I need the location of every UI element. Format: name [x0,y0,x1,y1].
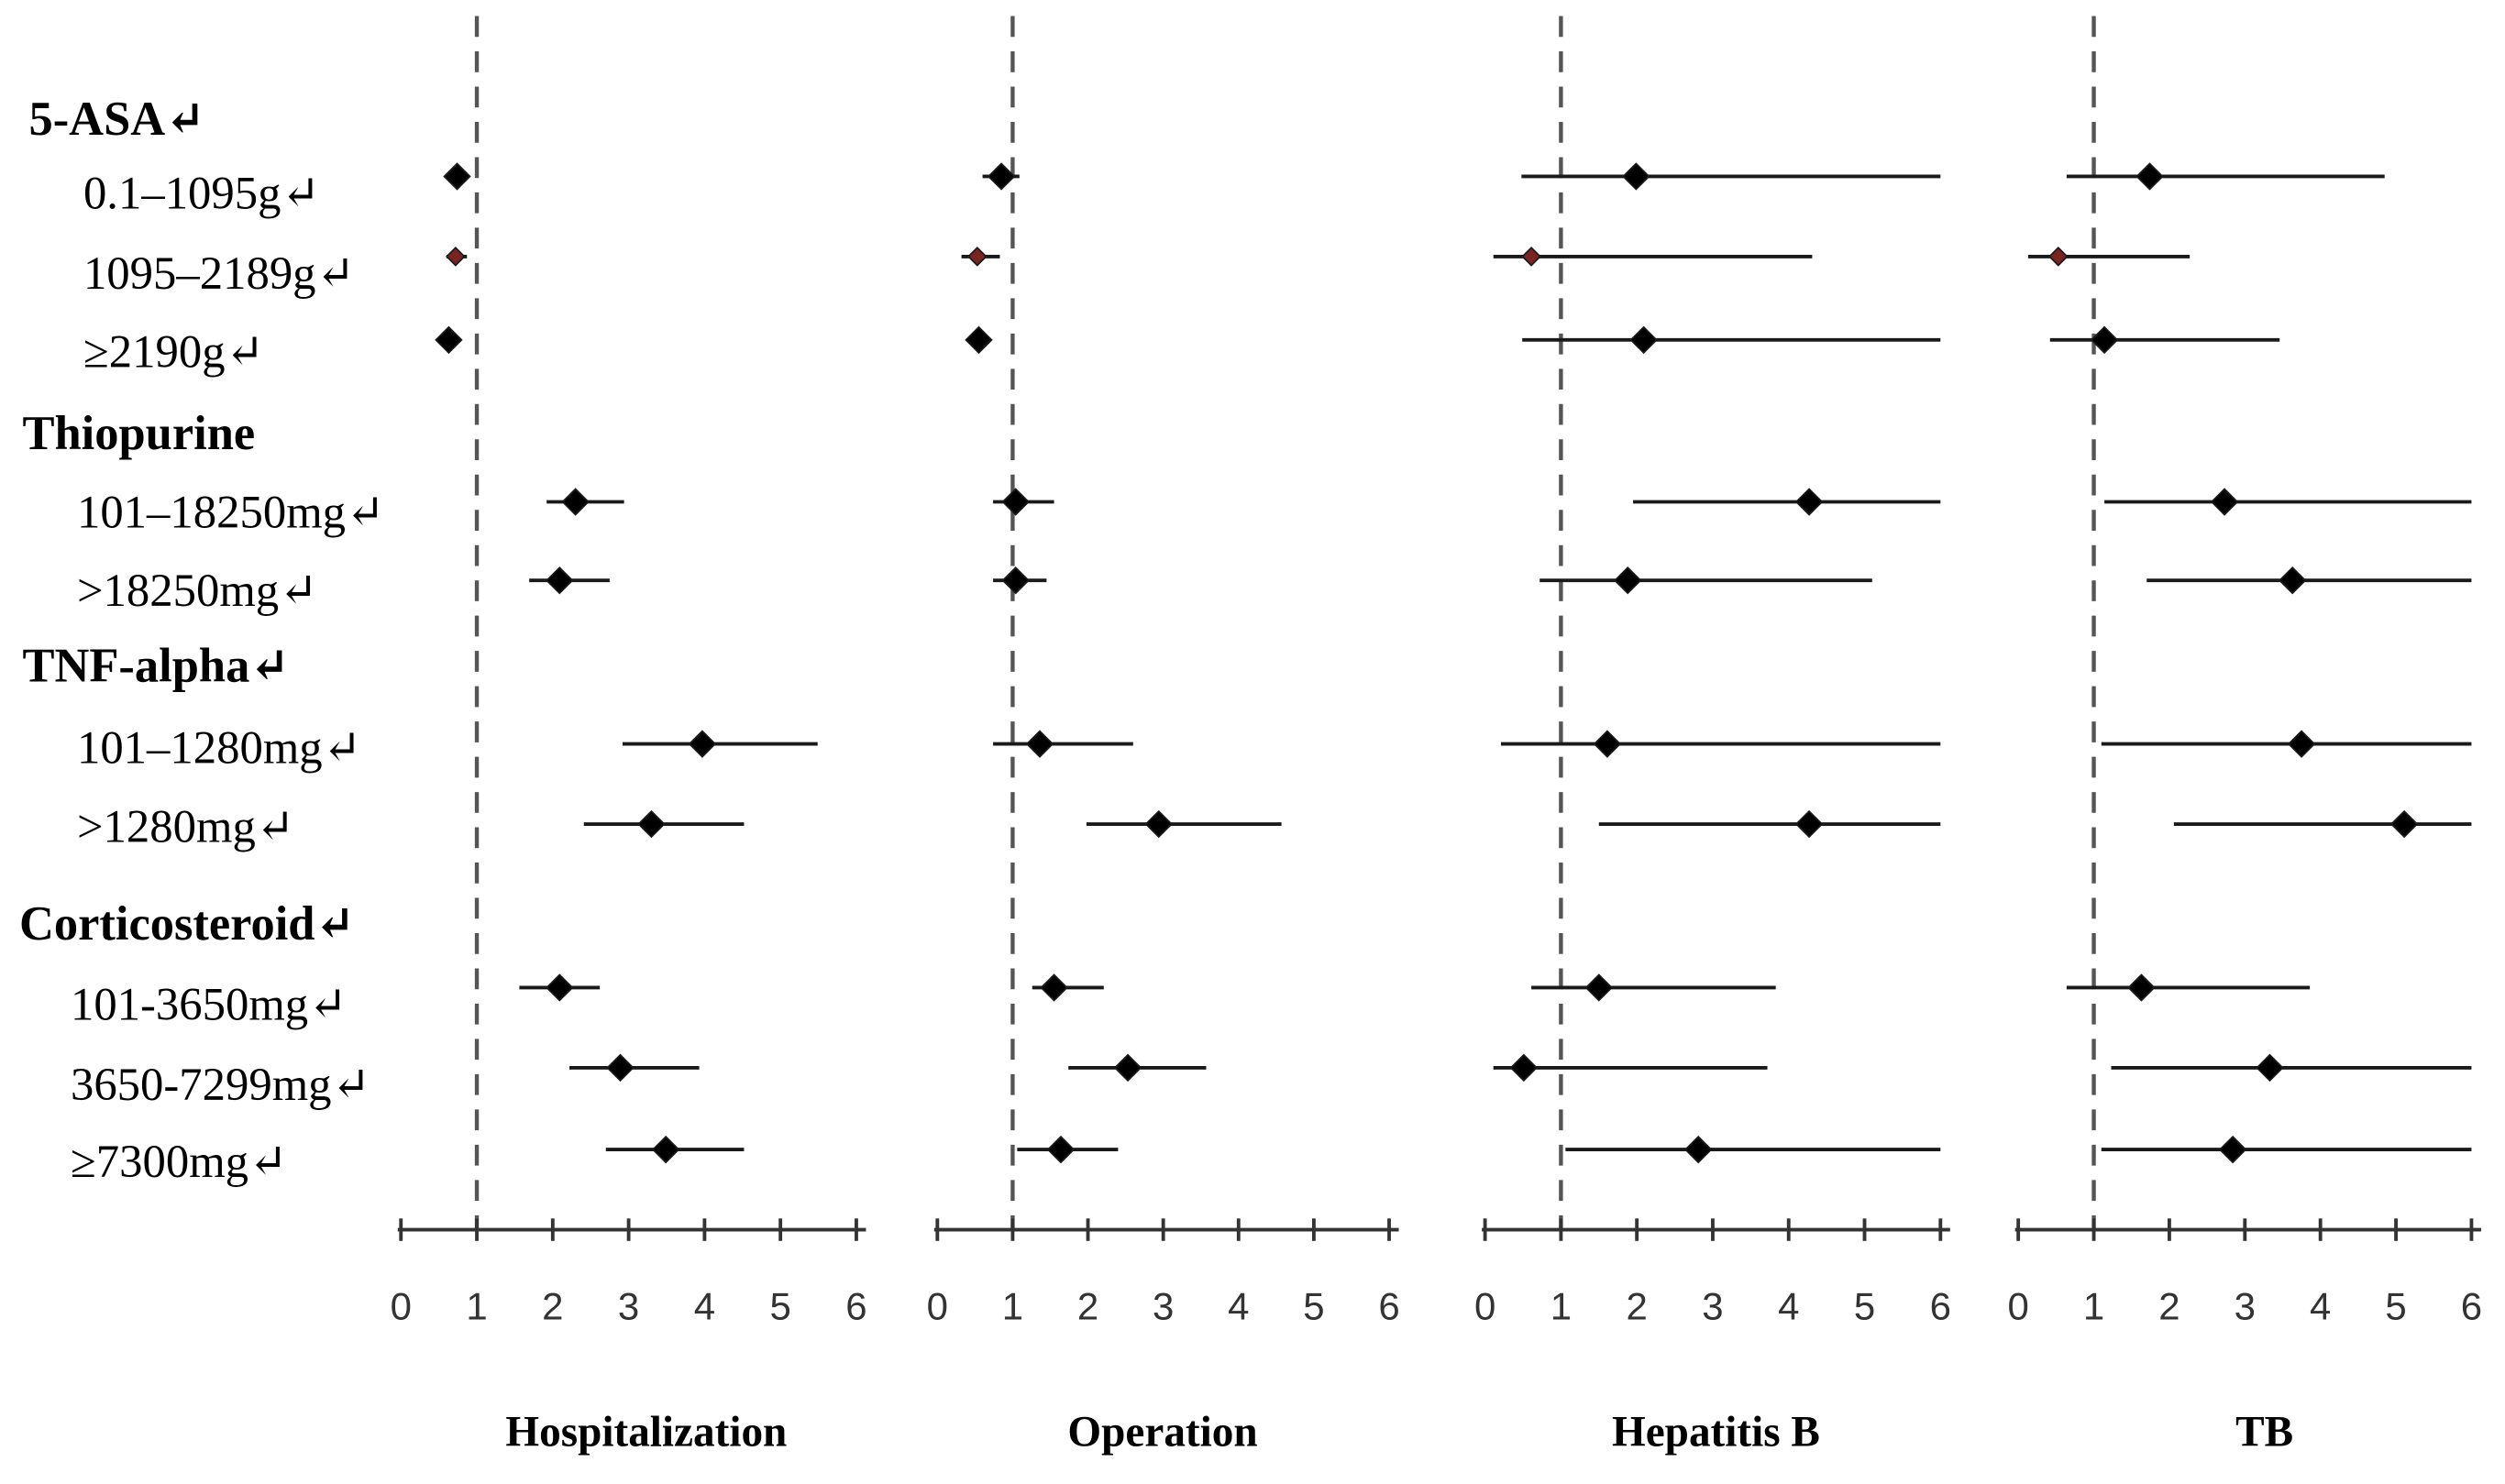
operation-point-row-8 [1040,973,1068,1002]
operation-tick-label-2: 2 [1077,1285,1098,1328]
tb-point-row-8 [2127,973,2156,1002]
hospitalization-tick-label-4: 4 [694,1285,715,1328]
tb-point-row-7 [2389,809,2419,839]
tb-panel: 0 1 2 3 4 5 6 TB [2007,16,2482,1457]
hospitalization-point-row-3 [435,325,463,355]
row-label-thiopurine-dose-2: >18250mg↵ [77,565,318,616]
tb-point-row-1 [2135,162,2164,191]
tb-point-row-4 [2210,488,2239,516]
hospitalization-tick-label-6: 6 [845,1285,866,1328]
hospitalization-point-row-2 [446,247,466,267]
group-label-5-asa: 5-ASA↵ [28,93,205,146]
operation-point-row-10 [1046,1135,1076,1164]
hepatitis-b-tick-label-5: 5 [1854,1285,1875,1328]
hospitalization-panel: 0 1 2 3 4 5 6 Hospitalization [391,16,867,1457]
row-label-corticosteroid-dose-2: 3650-7299mg↵ [71,1059,370,1110]
row-label-corticosteroid-dose-3: ≥7300mg↵ [71,1136,288,1187]
hepatitis-b-point-row-8 [1584,973,1614,1002]
operation-panel-title: Operation [1067,1409,1257,1457]
hepatitis-b-panel: 0 1 2 3 4 5 6 Hepatitis B [1474,16,1951,1457]
hepatitis-b-point-row-2 [1521,247,1541,267]
row-label-thiopurine-dose-1: 101–18250mg↵ [77,486,385,537]
tb-tick-label-3: 3 [2235,1285,2256,1328]
group-label-corticosteroid: Corticosteroid↵ [19,897,355,951]
hepatitis-b-panel-title: Hepatitis B [1612,1409,1820,1457]
hospitalization-tick-label-2: 2 [542,1285,563,1328]
tb-tick-label-0: 0 [2007,1285,2028,1328]
tb-tick-label-1: 1 [2083,1285,2104,1328]
operation-panel: 0 1 2 3 4 5 6 Operation [927,16,1400,1457]
tb-tick-label-6: 6 [2461,1285,2482,1328]
hepatitis-b-point-row-3 [1629,325,1658,355]
tb-tick-label-5: 5 [2385,1285,2406,1328]
operation-point-row-6 [1025,730,1054,758]
row-label-corticosteroid-dose-1: 101-3650mg↵ [71,978,348,1029]
hepatitis-b-tick-label-0: 0 [1474,1285,1495,1328]
hepatitis-b-point-row-9 [1509,1053,1539,1083]
group-label-tnf-alpha: TNF-alpha↵ [22,639,290,692]
tb-panel-title: TB [2235,1409,2293,1457]
forest-panels: 0 1 2 3 4 5 6 Hospitalization 0 1 2 3 4 5 6 Operation 0 1… [391,16,2482,1457]
hepatitis-b-point-row-1 [1622,162,1650,191]
operation-tick-label-3: 3 [1153,1285,1174,1328]
operation-point-row-9 [1113,1053,1142,1083]
tb-point-row-10 [2218,1135,2247,1164]
operation-tick-label-5: 5 [1303,1285,1324,1328]
row-label-5-asa-dose-1: 0.1–1095g↵ [83,167,320,218]
hospitalization-point-row-4 [561,488,590,516]
hepatitis-b-tick-label-3: 3 [1702,1285,1723,1328]
hepatitis-b-tick-label-6: 6 [1930,1285,1951,1328]
row-label-5-asa-dose-2: 1095–2189g↵ [83,247,355,299]
row-labels: 5-ASA↵ 0.1–1095g↵ 1095–2189g↵ ≥2190g↵ Th… [19,93,385,1187]
hepatitis-b-point-row-6 [1593,730,1622,758]
tb-tick-label-4: 4 [2310,1285,2331,1328]
hospitalization-point-row-6 [688,730,717,758]
hospitalization-point-row-1 [443,162,471,191]
hospitalization-point-row-9 [606,1053,635,1083]
operation-tick-label-4: 4 [1228,1285,1249,1328]
tb-point-row-9 [2256,1053,2284,1083]
group-label-thiopurine: Thiopurine [22,407,255,460]
hospitalization-tick-label-1: 1 [466,1285,487,1328]
row-label-tnf-alpha-dose-2: >1280mg↵ [77,800,294,852]
operation-point-row-1 [987,162,1016,191]
hepatitis-b-point-row-5 [1614,566,1642,595]
tb-point-row-5 [2278,566,2307,595]
row-label-tnf-alpha-dose-1: 101–1280mg↵ [77,722,361,774]
hepatitis-b-point-row-10 [1683,1135,1713,1164]
operation-point-row-3 [965,325,993,355]
tb-tick-label-2: 2 [2158,1285,2179,1328]
operation-point-row-4 [1001,488,1030,516]
hepatitis-b-tick-label-4: 4 [1778,1285,1799,1328]
row-label-5-asa-dose-3: ≥2190g↵ [83,326,264,378]
operation-tick-label-6: 6 [1378,1285,1399,1328]
operation-point-row-2 [966,247,988,267]
hospitalization-point-row-10 [651,1135,680,1164]
tb-point-row-2 [2047,247,2069,267]
operation-point-row-5 [1001,566,1030,595]
operation-tick-label-0: 0 [927,1285,948,1328]
hepatitis-b-tick-label-1: 1 [1550,1285,1572,1328]
hospitalization-point-row-5 [546,566,574,595]
hospitalization-point-row-7 [637,809,666,839]
hospitalization-panel-title: Hospitalization [505,1409,787,1457]
hepatitis-b-point-row-7 [1794,809,1824,839]
hospitalization-tick-label-3: 3 [618,1285,639,1328]
hepatitis-b-tick-label-2: 2 [1627,1285,1648,1328]
tb-point-row-3 [2090,325,2119,355]
tb-point-row-6 [2287,730,2316,758]
hospitalization-tick-label-0: 0 [391,1285,412,1328]
hospitalization-point-row-8 [546,973,574,1002]
operation-tick-label-1: 1 [1002,1285,1023,1328]
operation-point-row-7 [1144,809,1173,839]
hospitalization-tick-label-5: 5 [769,1285,790,1328]
hepatitis-b-point-row-4 [1794,488,1824,516]
